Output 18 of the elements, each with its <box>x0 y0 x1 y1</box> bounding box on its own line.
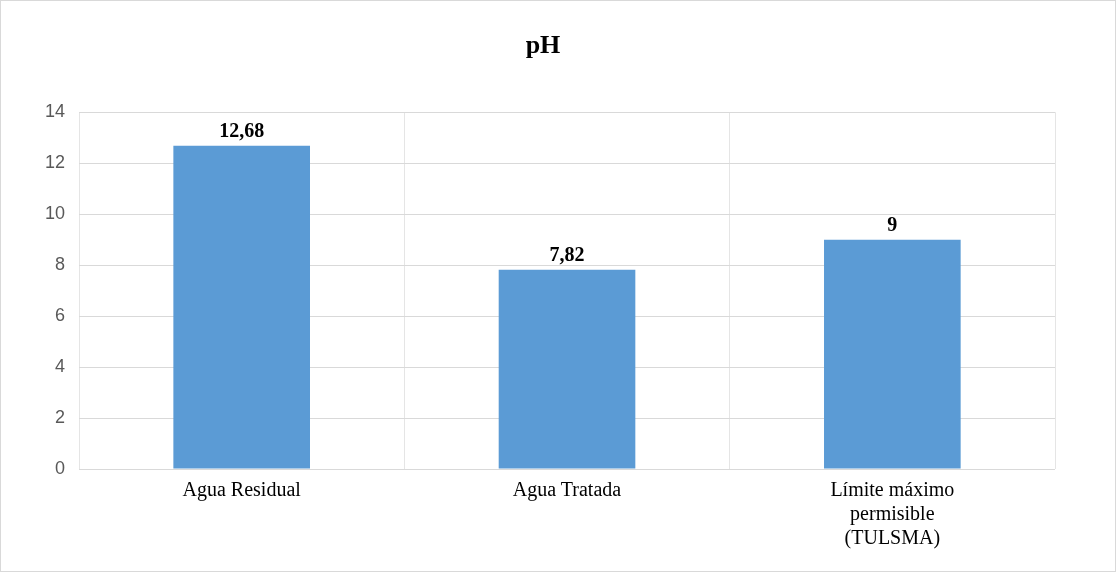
y-tick-label: 0 <box>55 457 66 478</box>
y-tick-label: 8 <box>55 254 66 275</box>
data-label: 9 <box>887 212 898 235</box>
y-tick-label: 10 <box>44 203 66 224</box>
y-tick-label: 6 <box>55 305 66 326</box>
bar <box>173 145 310 469</box>
x-tick-label: Límite máximo permisible (TULSMA) <box>830 478 955 550</box>
bar <box>824 239 961 469</box>
bar <box>498 269 636 469</box>
y-tick-label: 4 <box>55 356 66 377</box>
data-label: 12,68 <box>219 119 265 142</box>
y-tick-label: 14 <box>44 101 66 122</box>
x-tick-label: Agua Residual <box>182 478 302 502</box>
x-tick-label: Agua Tratada <box>512 478 622 502</box>
data-label: 7,82 <box>549 242 585 265</box>
y-tick-label: 12 <box>44 152 66 173</box>
chart-title: pH <box>525 30 561 60</box>
y-tick-label: 2 <box>55 407 66 427</box>
